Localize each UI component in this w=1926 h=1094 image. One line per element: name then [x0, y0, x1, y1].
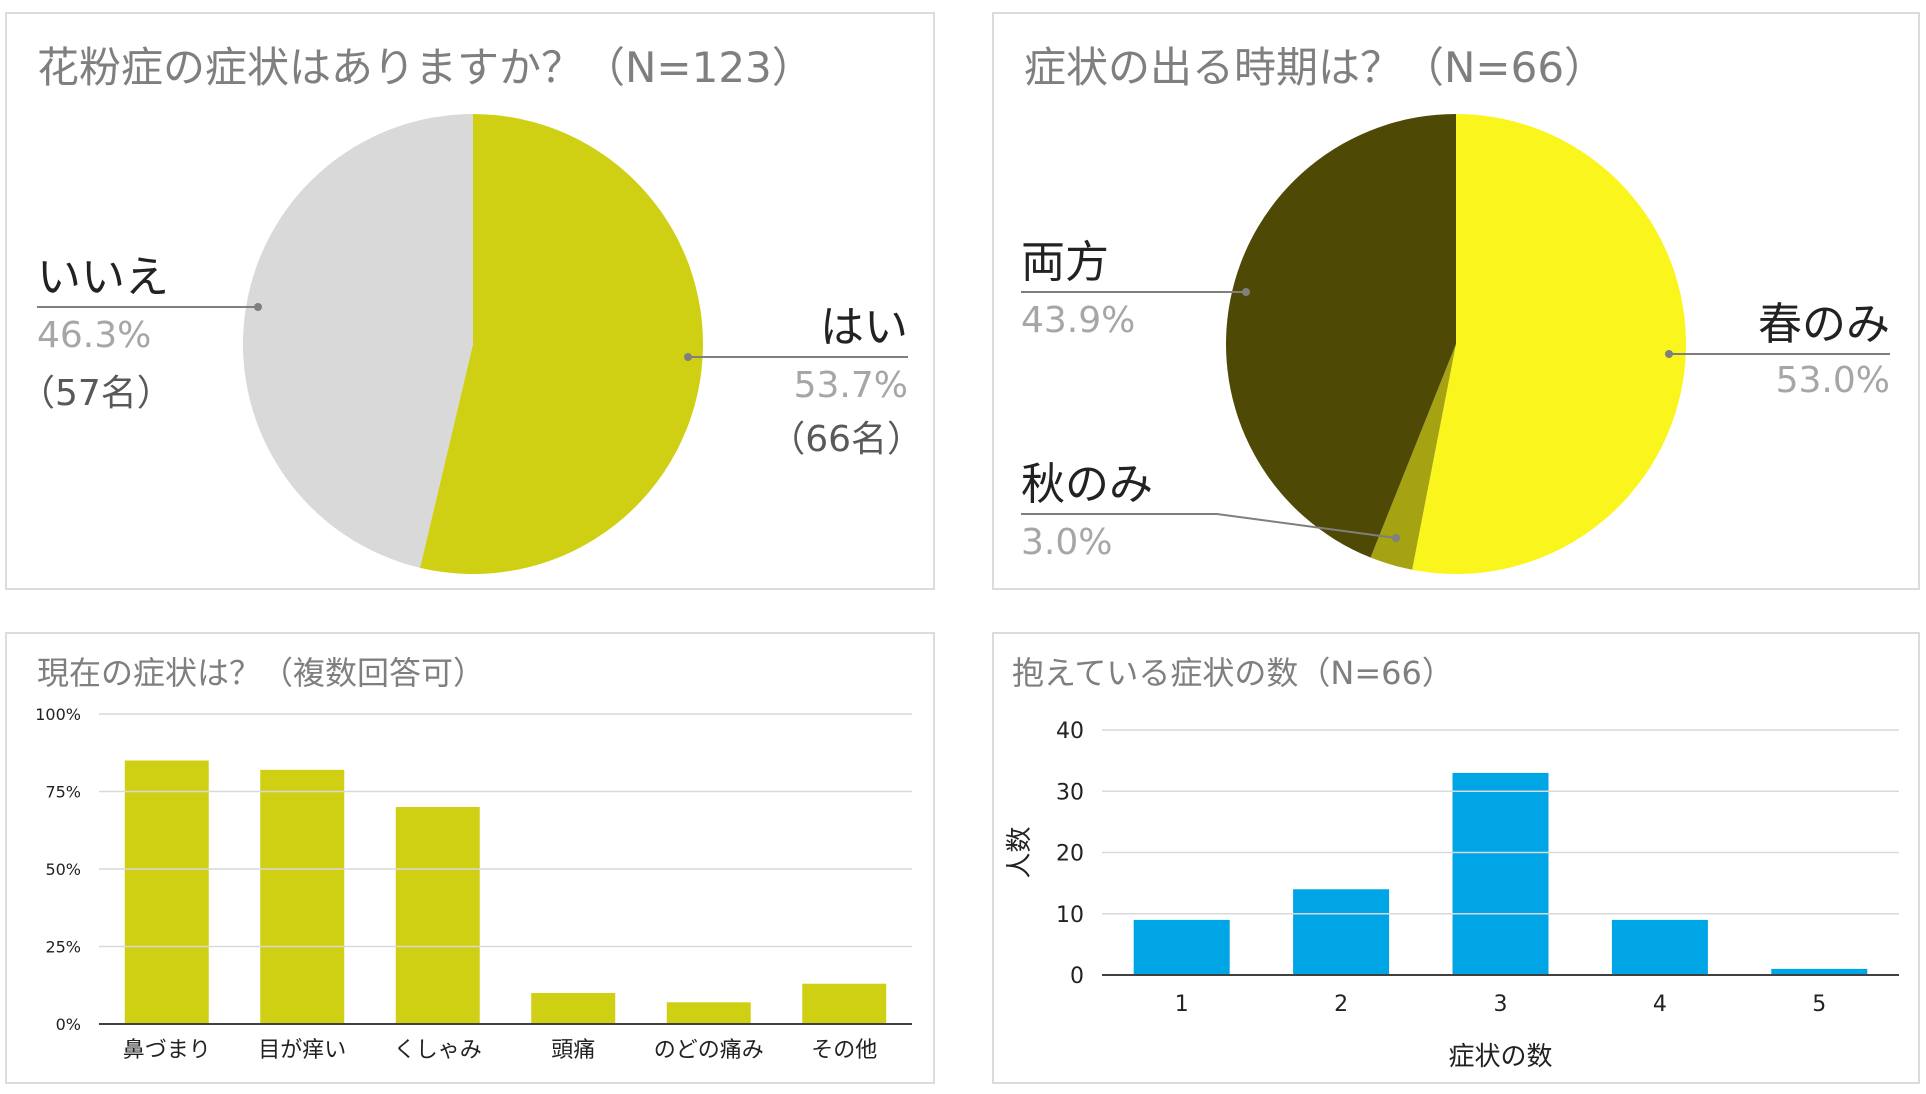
y-tick-label: 20: [1056, 842, 1084, 867]
y-tick-label: 75%: [45, 783, 81, 802]
y-tick-label: 30: [1056, 780, 1084, 805]
bar: [1133, 919, 1230, 975]
pie-slice-spring: [1412, 114, 1687, 574]
pie-slice-autumn: [1370, 344, 1456, 570]
x-tick-label: くしゃみ: [394, 1038, 482, 1063]
y-tick-label: 50%: [45, 860, 81, 879]
label-spring-name: 春のみ: [1758, 299, 1890, 350]
y-tick-label: 100%: [35, 705, 81, 724]
pie-slice-yes: [420, 114, 703, 574]
label-yes-percent: 53.7%: [794, 365, 908, 406]
x-tick-label: 1: [1175, 992, 1189, 1017]
label-no-percent: 46.3%: [37, 315, 151, 356]
chart-title: 花粉症の症状はありますか？（N=123）: [37, 43, 814, 92]
label-yes-name: はい: [820, 302, 908, 353]
label-both-percent: 43.9%: [1021, 300, 1135, 341]
label-autumn-percent: 3.0%: [1021, 522, 1112, 563]
pie-chart-symptom-presence: 花粉症の症状はありますか？（N=123） はい 53.7% （66名） いいえ …: [5, 12, 935, 590]
x-tick-label: 頭痛: [551, 1038, 595, 1063]
pie-slice-no: [243, 114, 473, 568]
label-autumn-name: 秋のみ: [1021, 459, 1153, 510]
bar: [531, 993, 616, 1024]
bar: [124, 760, 209, 1024]
label-no-name: いいえ: [37, 252, 169, 303]
chart-title: 現在の症状は？（複数回答可）: [37, 654, 486, 692]
label-spring-percent: 53.0%: [1776, 360, 1890, 401]
bar-chart-current-symptoms: 現在の症状は？（複数回答可） 0% 25% 50% 75% 100% 鼻づまり 目が痒い くし…: [5, 632, 935, 1084]
bar: [1771, 968, 1868, 975]
pie-slice-both: [1226, 114, 1456, 558]
pie-chart-symptom-season: 症状の出る時期は？（N=66） 春のみ 53.0% 両方 43.9% 秋のみ 3…: [992, 12, 1920, 590]
leader-line-autumn: [1021, 513, 1397, 539]
y-tick-label: 10: [1056, 903, 1084, 928]
y-axis-title: 人数: [1005, 826, 1035, 878]
bar-plot: 0 10 20 30 40 1 2 3 4 5 症状の数 人数: [1005, 719, 1899, 1072]
chart-title: 症状の出る時期は？（N=66）: [1024, 43, 1607, 92]
chart-title: 抱えている症状の数（N=66）: [1012, 654, 1454, 692]
pie-plot: はい 53.7% （66名） いいえ 46.3% （57名）: [19, 114, 923, 574]
leader-dot-both: [1242, 288, 1250, 296]
x-axis-title: 症状の数: [1448, 1042, 1552, 1072]
label-no-count: （57名）: [19, 373, 173, 414]
leader-dot-no: [254, 303, 262, 311]
x-tick-label: 2: [1334, 992, 1348, 1017]
x-tick-label: 鼻づまり: [123, 1038, 211, 1063]
x-tick-label: 5: [1812, 992, 1826, 1017]
pie-plot: 春のみ 53.0% 両方 43.9% 秋のみ 3.0%: [1021, 114, 1890, 574]
bar-plot: 0% 25% 50% 75% 100% 鼻づまり 目が痒い くしゃみ 頭痛 のどの痛み その他: [35, 705, 912, 1063]
label-both-name: 両方: [1021, 237, 1109, 288]
x-tick-label: 3: [1494, 992, 1508, 1017]
leader-dot-autumn: [1392, 534, 1400, 542]
bar: [395, 807, 480, 1024]
bar: [802, 983, 887, 1024]
leader-dot-spring: [1665, 350, 1673, 358]
bar: [1293, 889, 1390, 975]
bar: [1452, 772, 1549, 975]
bar: [666, 1002, 751, 1024]
y-tick-label: 0%: [56, 1015, 81, 1034]
x-tick-label: 目が痒い: [258, 1038, 346, 1063]
x-tick-label: のどの痛み: [654, 1038, 764, 1063]
x-tick-label: 4: [1653, 992, 1667, 1017]
y-tick-label: 0: [1070, 964, 1084, 989]
y-tick-label: 40: [1056, 719, 1084, 744]
bar: [1611, 919, 1708, 975]
bar-chart-symptom-count: 抱えている症状の数（N=66） 0 10 20 30 40 1 2 3 4 5 症状の数 人数: [992, 632, 1920, 1084]
x-tick-label: その他: [811, 1038, 877, 1063]
y-tick-label: 25%: [45, 938, 81, 957]
label-yes-count: （66名）: [769, 419, 923, 460]
leader-dot-yes: [684, 353, 692, 361]
bar: [260, 769, 345, 1024]
